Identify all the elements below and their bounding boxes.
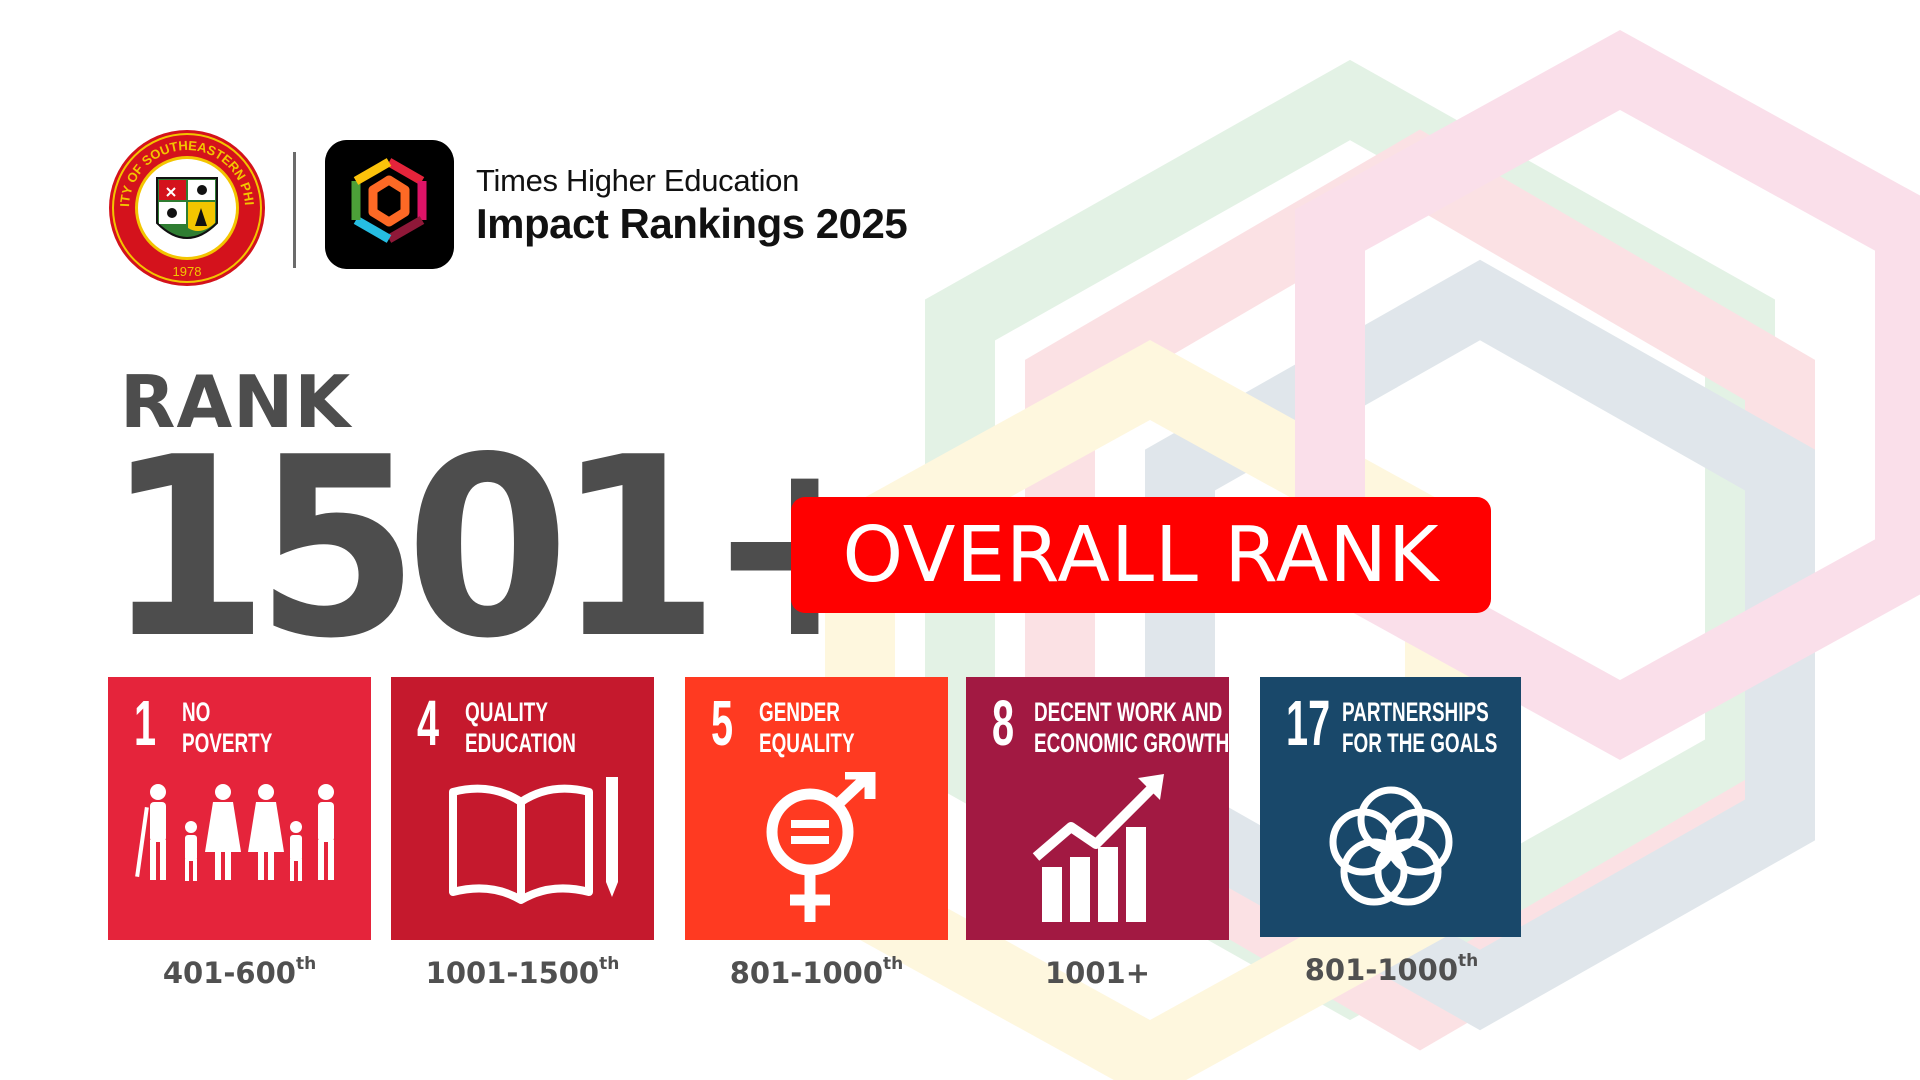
- sdg-title: PARTNERSHIPS FOR THE GOALS: [1342, 697, 1498, 758]
- impact-rankings-logo: [325, 140, 454, 269]
- partnership-rings-icon: [1329, 786, 1453, 906]
- sdg-number: 8: [992, 687, 1015, 759]
- svg-text:1978: 1978: [173, 264, 202, 279]
- sdg-rank-4: 1001-1500th: [425, 954, 620, 990]
- overall-rank-badge: OVERALL RANK: [791, 497, 1491, 613]
- growth-chart-icon: [1032, 774, 1164, 922]
- sdg-title: DECENT WORK AND ECONOMIC GROWTH: [1034, 697, 1229, 758]
- sdg-tile-5: 5 GENDER EQUALITY: [685, 677, 948, 940]
- sdg-title: GENDER EQUALITY: [759, 697, 855, 758]
- sdg-number: 17: [1286, 687, 1331, 759]
- sdg-rank-8: 1001+: [1044, 956, 1150, 990]
- sdg-tile-17: 17 PARTNERSHIPS FOR THE GOALS: [1260, 677, 1521, 937]
- sdg-tile-4: 4 QUALITY EDUCATION: [391, 677, 654, 940]
- sdg-rank-17: 801-1000th: [1304, 951, 1479, 987]
- sdg-number: 1: [134, 687, 157, 759]
- book-pencil-icon: [449, 777, 618, 904]
- university-seal-logo: UNIVERSITY OF SOUTHEASTERN PHILIPPINES 1…: [107, 128, 265, 286]
- sdg-rank-1: 401-600th: [162, 954, 317, 990]
- overall-rank-value: 1501+: [105, 404, 904, 693]
- sdg-number: 5: [711, 687, 734, 759]
- logo-divider: [293, 152, 296, 268]
- rank-label: RANK: [120, 360, 352, 444]
- sdg-tile-8: 8 DECENT WORK AND ECONOMIC GROWTH: [966, 677, 1229, 940]
- family-icon: [135, 784, 334, 881]
- sdg-tile-1: 1 NO POVERTY: [108, 677, 371, 940]
- gender-equality-icon: [766, 772, 876, 922]
- impact-rankings-title: Impact Rankings 2025: [476, 200, 908, 247]
- sdg-rank-5: 801-1000th: [729, 954, 904, 990]
- sdg-number: 4: [417, 687, 440, 759]
- sdg-title: NO POVERTY: [182, 697, 273, 758]
- the-subtitle: Times Higher Education: [476, 163, 800, 198]
- sdg-title: QUALITY EDUCATION: [465, 697, 576, 758]
